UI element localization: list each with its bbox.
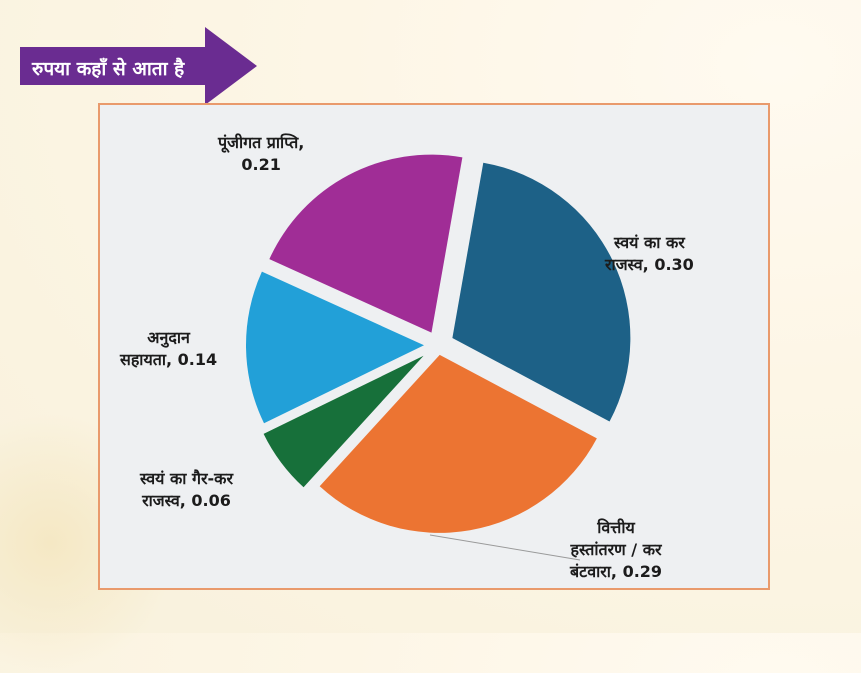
- label-line: वित्तीय: [597, 518, 635, 537]
- chart-frame: पूंजीगत प्राप्ति, 0.21 स्वयं का कर राजस्…: [98, 103, 770, 590]
- banner-title: रुपया कहाँ से आता है: [32, 58, 185, 80]
- label-own-tax-revenue: स्वयं का कर राजस्व, 0.30: [605, 232, 694, 276]
- slice-financial-transfer: [319, 354, 597, 533]
- label-line: 0.21: [241, 155, 281, 174]
- slice-capital-receipts: [269, 154, 463, 333]
- title-banner: रुपया कहाँ से आता है: [20, 27, 257, 105]
- label-line: पूंजीगत प्राप्ति,: [218, 133, 305, 152]
- label-line: स्वयं का गैर-कर: [140, 469, 233, 488]
- label-own-non-tax-revenue: स्वयं का गैर-कर राजस्व, 0.06: [140, 468, 233, 512]
- slice-own-tax-revenue: [452, 162, 631, 422]
- label-grants: अनुदान सहायता, 0.14: [120, 327, 217, 371]
- arrow-shape-icon: [20, 27, 257, 105]
- pie-chart: [246, 154, 631, 561]
- label-line: स्वयं का कर: [614, 233, 685, 252]
- slice-own-non-tax-revenue: [263, 355, 424, 488]
- label-line: राजस्व, 0.06: [142, 491, 231, 510]
- slice-grants: [246, 271, 425, 424]
- label-financial-transfer: वित्तीय हस्तांतरण / कर बंटवारा, 0.29: [570, 517, 662, 583]
- label-line: हस्तांतरण / कर: [570, 540, 662, 559]
- label-capital-receipts: पूंजीगत प्राप्ति, 0.21: [218, 132, 304, 176]
- label-line: बंटवारा, 0.29: [570, 562, 663, 581]
- leader-line: [429, 534, 581, 561]
- label-line: अनुदान: [147, 328, 190, 347]
- label-line: राजस्व, 0.30: [605, 255, 694, 274]
- label-line: सहायता, 0.14: [120, 350, 218, 369]
